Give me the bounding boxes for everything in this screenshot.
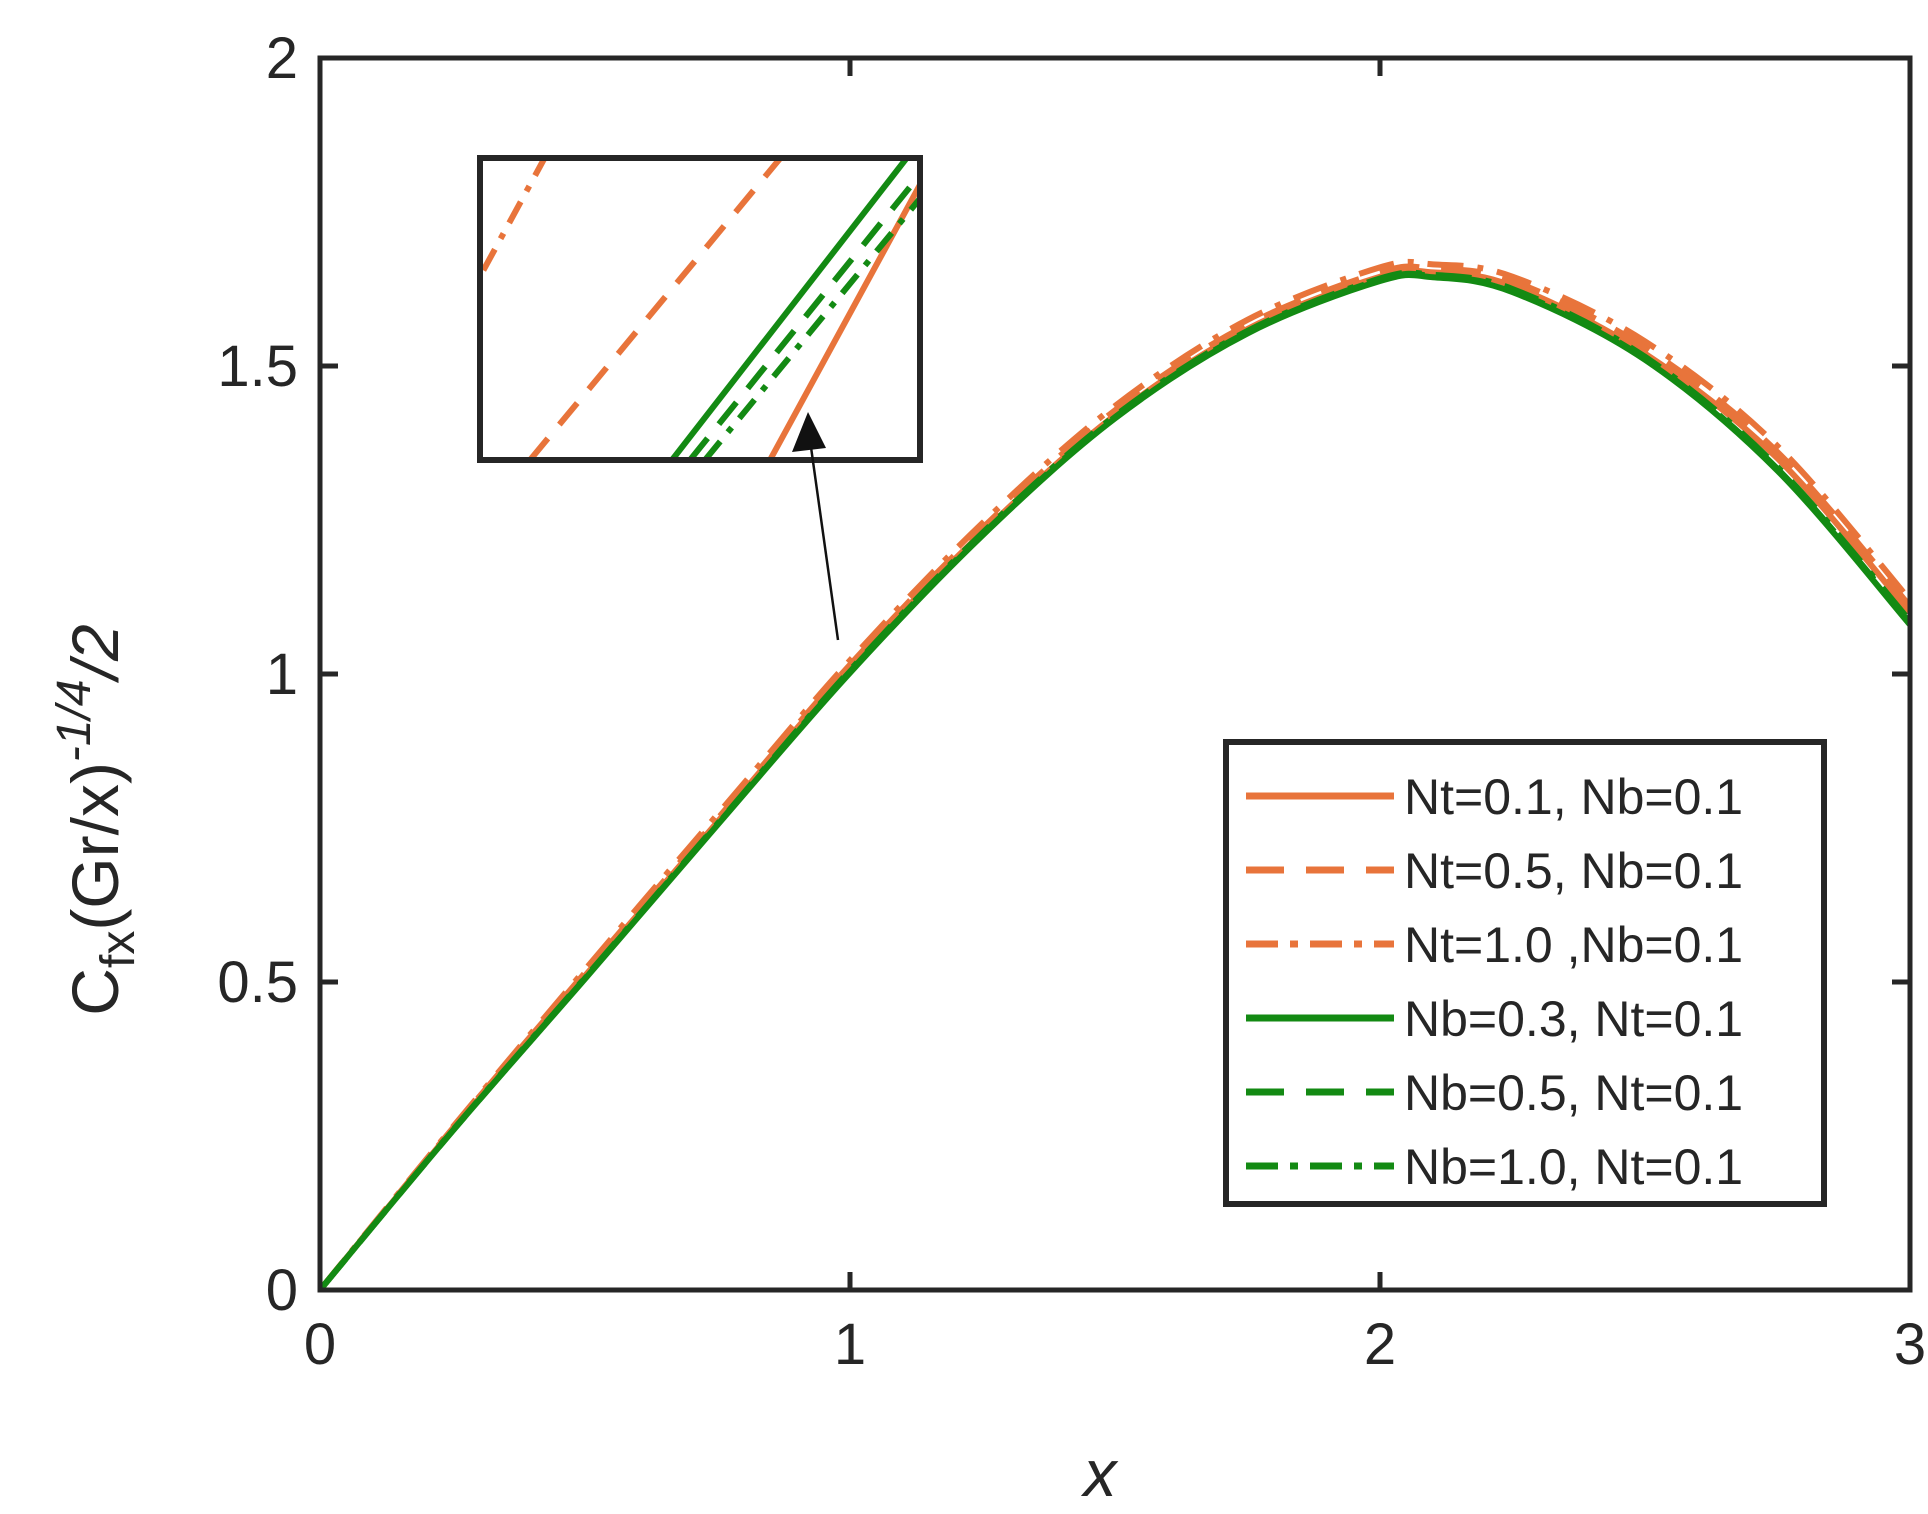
x-tick-label-0: 0 (304, 1312, 336, 1377)
y-axis-label-sub: fx (92, 931, 145, 968)
y-tick-label-2: 1 (266, 642, 298, 707)
y-axis-label-base: C (58, 968, 132, 1016)
inset-line-4 (669, 158, 911, 460)
y-tick-label-4: 2 (266, 26, 298, 91)
legend-label-3: Nt=1.0 ,Nb=0.1 (1404, 917, 1743, 973)
inset-frame (477, 155, 923, 463)
legend-box (1223, 739, 1827, 1207)
legend-label-2: Nt=0.5, Nb=0.1 (1404, 843, 1743, 899)
legend-label-6: Nb=1.0, Nt=0.1 (1404, 1139, 1743, 1195)
y-axis-label-tail: /2 (58, 624, 132, 683)
inset-line-6 (702, 193, 920, 460)
inset-arrow (792, 412, 840, 641)
series-line-3 (317, 258, 1913, 1292)
series-line-6 (317, 269, 1913, 1292)
y-tick-label-0: 0 (266, 1258, 298, 1323)
legend-label-1: Nt=0.1, Nb=0.1 (1404, 769, 1743, 825)
legend-label-4: Nb=0.3, Nt=0.1 (1404, 991, 1743, 1047)
inset-line-1 (767, 178, 920, 460)
plot-lines (317, 258, 1913, 1292)
legend: Nt=0.1, Nb=0.1 Nt=0.5, Nb=0.1 Nt=1.0 ,Nb=0… (1223, 739, 1827, 1207)
x-axis-label: x (1081, 1436, 1119, 1510)
x-tick-label-3: 3 (1894, 1312, 1926, 1377)
axis-ticks (317, 55, 1913, 1293)
y-axis-label: Cfx(Gr/x)-1/4/2 (48, 624, 145, 1015)
y-axis-label-mid: (Gr/x) (58, 762, 132, 931)
arrow-shaft (808, 439, 840, 641)
inset-zoom (477, 155, 923, 463)
legend-label-5: Nb=0.5, Nt=0.1 (1404, 1065, 1743, 1121)
axis-tick-labels: 0 1 2 3 0 0.5 1 1.5 2 (217, 26, 1926, 1377)
x-tick-label-2: 2 (1364, 1312, 1396, 1377)
series-line-2 (317, 263, 1913, 1292)
y-axis-label-sup: -1/4 (48, 679, 101, 762)
arrow-head (792, 412, 826, 452)
y-tick-label-3: 1.5 (217, 334, 298, 399)
y-tick-label-1: 0.5 (217, 950, 298, 1015)
x-tick-label-1: 1 (834, 1312, 866, 1377)
